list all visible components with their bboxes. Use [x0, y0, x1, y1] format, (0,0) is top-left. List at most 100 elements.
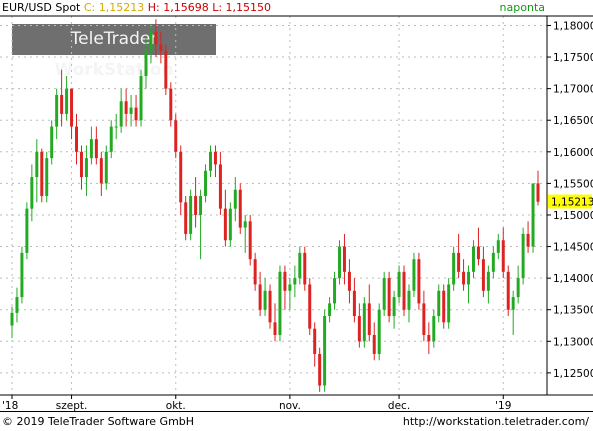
candle-body: [462, 271, 466, 285]
candle-body: [526, 233, 530, 247]
candle-body: [104, 151, 108, 184]
candle-body: [134, 107, 138, 121]
candle-body: [521, 233, 525, 279]
candle-body: [531, 183, 535, 247]
candle-body: [149, 31, 153, 51]
candle-body: [184, 202, 188, 234]
candle-body: [10, 312, 14, 326]
chart-header: EUR/USD Spot C: 1,15213 H: 1,15698 L: 1,…: [0, 0, 593, 16]
candle-body: [258, 284, 262, 310]
candle-body: [397, 271, 401, 298]
candle-body: [417, 259, 421, 304]
candle-body: [472, 246, 475, 272]
copyright-text: © 2019 TeleTrader Software GmbH: [2, 415, 195, 428]
candle-body: [357, 316, 361, 342]
candle-body: [437, 290, 441, 317]
candle-body: [209, 151, 212, 171]
candle-body: [422, 303, 426, 335]
candle-body: [30, 177, 34, 209]
symbol-label: EUR/USD Spot: [2, 1, 81, 14]
candle-body: [114, 126, 118, 128]
candle-body: [129, 107, 133, 114]
x-tick-label: szept.: [56, 400, 88, 411]
candle-body: [313, 328, 317, 354]
candle-body: [169, 88, 173, 121]
candle-body: [268, 290, 272, 323]
candle-body: [333, 278, 337, 304]
y-tick-label: 1,16000: [553, 147, 593, 159]
candle-body: [407, 290, 411, 310]
candle-body: [298, 252, 302, 279]
candle-body: [263, 290, 267, 310]
candle-body: [159, 44, 163, 51]
candle-body: [35, 151, 39, 178]
low-value: L: 1,15150: [212, 1, 272, 14]
period-label[interactable]: naponta: [499, 1, 545, 14]
candle-body: [328, 303, 332, 317]
candle-body: [278, 271, 282, 335]
candle-body: [342, 246, 346, 272]
candle-body: [84, 158, 88, 178]
y-tick-label: 1,17000: [553, 84, 593, 96]
candle-body: [501, 240, 505, 272]
candle-body: [318, 353, 322, 386]
candle-body: [283, 271, 287, 291]
candle-body: [124, 101, 128, 114]
y-tick-label: 1,16500: [553, 115, 593, 127]
candle-body: [20, 252, 24, 298]
candle-body: [362, 303, 366, 342]
candle-body: [15, 297, 19, 313]
candle-body: [382, 278, 386, 310]
candle-body: [233, 189, 237, 209]
candle-body: [40, 151, 44, 197]
last-price-marker: [548, 194, 592, 209]
candle-body: [89, 139, 93, 159]
candle-body: [238, 189, 242, 228]
website-link[interactable]: http://workstation.teletrader.com/: [402, 415, 589, 428]
candle-body: [253, 259, 257, 285]
candle-body: [481, 259, 485, 291]
candle-body: [189, 196, 193, 234]
candle-body: [288, 284, 292, 291]
y-tick-label: 1,15000: [553, 210, 593, 222]
y-tick-label: 1,17500: [553, 52, 593, 64]
x-tick-label: nov.: [279, 400, 301, 411]
candle-body: [516, 278, 520, 298]
candle-body: [228, 208, 232, 241]
logo-text-1: TeleTrader: [70, 29, 158, 49]
last-price-label: 1,15213: [551, 197, 593, 209]
candle-body: [387, 278, 391, 317]
candle-body: [496, 240, 500, 253]
candle-body: [392, 297, 396, 317]
candle-body: [536, 183, 540, 202]
candle-body: [457, 252, 461, 272]
candle-body: [338, 246, 341, 279]
candle-body: [70, 88, 74, 127]
candle-body: [179, 151, 183, 203]
quote-line: EUR/USD Spot C: 1,15213 H: 1,15698 L: 1,…: [2, 1, 271, 14]
y-tick-label: 1,12500: [553, 368, 593, 380]
candle-body: [75, 126, 78, 152]
candle-body: [65, 88, 69, 114]
candle-body: [94, 139, 98, 159]
x-tick-label: '18: [2, 400, 18, 411]
candle-body: [442, 290, 446, 323]
candle-body: [204, 170, 208, 197]
x-tick-label: okt.: [166, 400, 186, 411]
candle-body: [412, 259, 416, 291]
candle-body: [308, 284, 312, 329]
candle-body: [248, 221, 252, 260]
candle-body: [144, 50, 148, 77]
candle-body: [194, 196, 198, 215]
candle-body: [303, 252, 307, 285]
y-tick-label: 1,13500: [553, 305, 593, 317]
candle-body: [79, 151, 83, 178]
candlestick-chart[interactable]: 1,18000 1,17500 1,17000 1,16500 1,16000 1,155…: [0, 0, 593, 411]
candle-body: [273, 322, 277, 335]
chart-footer: © 2019 TeleTrader Software GmbH http://w…: [0, 411, 593, 431]
y-tick-label: 1,18000: [553, 20, 593, 32]
candle-body: [154, 31, 158, 45]
high-value: H: 1,15698: [147, 1, 209, 14]
candle-body: [372, 334, 376, 354]
y-tick-label: 1,14500: [553, 242, 593, 254]
